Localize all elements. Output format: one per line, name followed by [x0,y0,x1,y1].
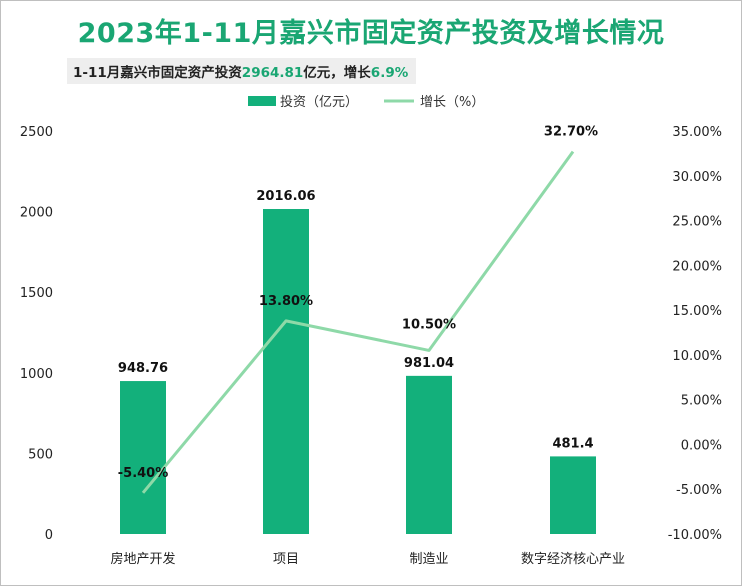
x-axis-labels: 房地产开发 项目 制造业 数字经济核心产业 [110,551,625,567]
category-label: 项目 [273,552,299,567]
right-tick-label: 35.00% [672,125,722,140]
right-tick-label: -10.00% [668,528,722,543]
line-value-label: 13.80% [259,294,313,309]
right-y-axis: -10.00% -5.00% 0.00% 5.00% 10.00% 15.00% 20.00… [668,125,722,543]
left-tick-label: 1500 [20,286,53,301]
bar [263,209,309,535]
line-value-label: 32.70% [544,125,598,140]
legend-line-label: 增长（%） [420,95,484,110]
subtitle-growth-value: 6.9% [370,65,409,81]
chart-subtitle: 1-11月嘉兴市固定资产投资2964.81亿元，增长6.9% [67,58,417,84]
subtitle-prefix: 1-11月嘉兴市固定资产投资 [73,65,242,81]
bar-value-label: 481.4 [552,436,593,451]
left-tick-label: 500 [28,447,53,462]
line-series [141,150,575,494]
category-label: 数字经济核心产业 [521,552,625,567]
legend-bar-swatch [248,96,276,106]
bar [406,375,452,534]
legend-bar-label: 投资（亿元） [280,94,358,110]
left-tick-label: 1000 [20,367,53,382]
right-tick-label: 0.00% [681,438,722,453]
bar-value-label: 948.76 [118,361,168,376]
right-tick-label: 25.00% [672,215,722,230]
line-value-label: -5.40% [118,466,169,481]
subtitle-mid: 亿元，增长 [303,65,371,81]
bar-value-label: 2016.06 [256,189,315,204]
subtitle-investment-value: 2964.81 [241,65,304,81]
right-tick-label: 15.00% [672,304,722,319]
right-tick-label: 20.00% [672,259,722,274]
left-tick-label: 2000 [20,206,53,221]
left-tick-label: 0 [45,528,53,543]
chart-legend: 投资（亿元） 增长（%） [248,94,484,110]
data-labels: 948.76 2016.06 981.04 481.4 -5.40% 13.80% 10.5… [118,125,598,481]
right-tick-label: 30.00% [672,170,722,185]
category-label: 制造业 [409,552,448,567]
category-label: 房地产开发 [110,551,175,567]
right-tick-label: -5.00% [676,483,722,498]
bar [550,456,596,534]
chart-title: 2023年1-11月嘉兴市固定资产投资及增长情况 [77,18,665,49]
left-tick-label: 2500 [20,125,53,140]
growth-line [141,150,575,494]
bar-series [120,209,596,535]
line-value-label: 10.50% [402,317,456,332]
bar-value-label: 981.04 [404,356,454,371]
right-tick-label: 10.00% [672,349,722,364]
bar [120,381,166,534]
right-tick-label: 5.00% [681,394,722,409]
left-y-axis: 0 500 1000 1500 2000 2500 [20,125,53,543]
